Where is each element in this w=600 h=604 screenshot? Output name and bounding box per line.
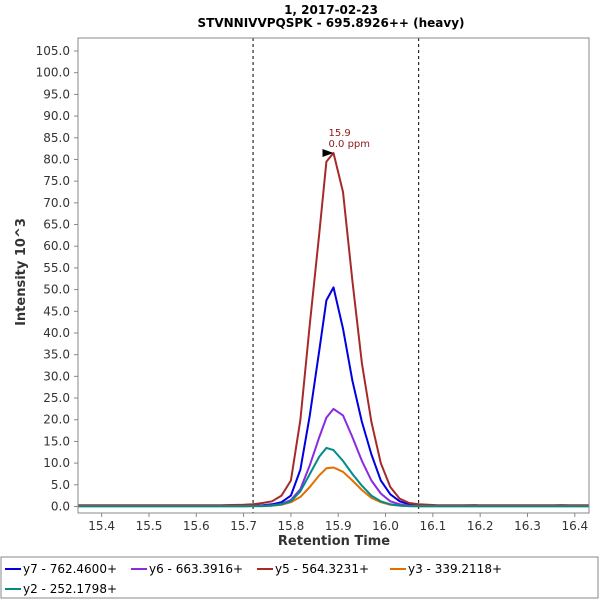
y-tick-label: 95.0	[43, 87, 70, 101]
peak-marker	[322, 149, 334, 157]
y-tick-label: 65.0	[43, 218, 70, 232]
legend-label-3: y3 - 339.2118+	[408, 562, 502, 576]
y-tick-label: 5.0	[51, 478, 70, 492]
x-tick-label: 16.0	[372, 519, 399, 533]
y-tick-label: 90.0	[43, 109, 70, 123]
y-tick-label: 35.0	[43, 348, 70, 362]
x-axis: 15.4 15.5 15.6 15.7 15.8 15.9 16.0 16.1 16.2 16.3…	[88, 513, 588, 533]
legend-label-0: y7 - 762.4600+	[23, 562, 117, 576]
y-tick-label: 80.0	[43, 152, 70, 166]
series-line-0	[78, 286, 589, 507]
peak-annotation-line-1: 0.0 ppm	[329, 139, 371, 150]
series-line-2	[78, 152, 589, 507]
chart-title: 1, 2017-02-23	[284, 3, 378, 17]
y-tick-label: 40.0	[43, 326, 70, 340]
legend-label-1: y6 - 663.3916+	[149, 562, 243, 576]
y-tick-label: 55.0	[43, 261, 70, 275]
x-axis-title: Retention Time	[278, 534, 390, 549]
x-tick-label: 15.6	[183, 519, 210, 533]
x-tick-label: 15.4	[88, 519, 115, 533]
y-tick-label: 105.0	[36, 44, 70, 58]
x-tick-label: 15.5	[136, 519, 163, 533]
y-tick-label: 70.0	[43, 196, 70, 210]
y-tick-label: 0.0	[51, 499, 70, 513]
chart-subtitle: STVNNIVVPQSPK - 695.8926++ (heavy)	[198, 16, 465, 30]
x-tick-label: 15.9	[325, 519, 352, 533]
y-tick-label: 10.0	[43, 456, 70, 470]
y-tick-label: 15.0	[43, 434, 70, 448]
y-axis: 0.0 5.0 10.0 15.0 20.0 25.0 30.0 35.0 40.0 45.0 50…	[36, 44, 78, 513]
legend-frame	[0, 556, 599, 599]
y-tick-label: 60.0	[43, 239, 70, 253]
series-line-1	[78, 407, 589, 508]
y-tick-label: 45.0	[43, 304, 70, 318]
y-tick-label: 20.0	[43, 413, 70, 427]
y-tick-label: 25.0	[43, 391, 70, 405]
peak-annotation-line-0: 15.9	[329, 128, 351, 139]
y-axis-title: Intensity 10^3	[14, 218, 29, 326]
y-tick-label: 75.0	[43, 174, 70, 188]
x-tick-label: 15.7	[230, 519, 257, 533]
x-tick-label: 16.3	[514, 519, 541, 533]
series-line-3	[78, 466, 589, 508]
x-tick-label: 16.1	[420, 519, 447, 533]
plot-area: 15.90.0 ppm	[78, 38, 589, 513]
plot-frame	[77, 37, 590, 514]
x-tick-label: 15.8	[278, 519, 305, 533]
y-tick-label: 85.0	[43, 131, 70, 145]
series-line-4	[78, 446, 589, 508]
legend-label-2: y5 - 564.3231+	[275, 562, 369, 576]
y-tick-label: 30.0	[43, 369, 70, 383]
x-tick-label: 16.2	[467, 519, 494, 533]
y-tick-label: 50.0	[43, 283, 70, 297]
x-tick-label: 16.4	[561, 519, 588, 533]
legend-label-4: y2 - 252.1798+	[23, 582, 117, 596]
legend: y7 - 762.4600+ y6 - 663.3916+ y5 - 564.323…	[0, 556, 599, 599]
y-tick-label: 100.0	[36, 66, 70, 80]
